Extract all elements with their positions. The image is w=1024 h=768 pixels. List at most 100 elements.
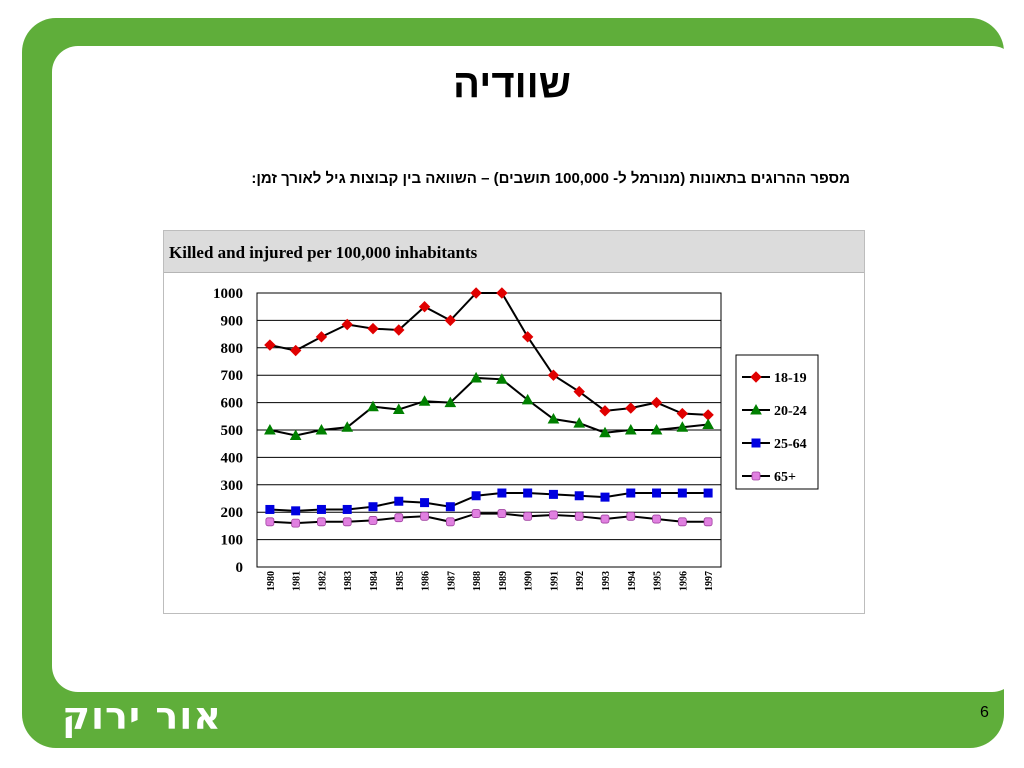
data-point-25-64 bbox=[600, 492, 610, 502]
data-point-18-19 bbox=[393, 324, 405, 336]
x-tick-label: 1995 bbox=[653, 571, 664, 591]
x-tick-label: 1987 bbox=[446, 571, 457, 591]
data-point-18-19 bbox=[599, 405, 611, 417]
data-point-18-19 bbox=[625, 402, 637, 414]
data-point-25-64 bbox=[574, 491, 584, 501]
y-tick-label: 800 bbox=[221, 341, 244, 357]
data-point-65+ bbox=[497, 509, 507, 518]
y-tick-label: 400 bbox=[221, 450, 244, 466]
x-tick-label: 1996 bbox=[678, 571, 689, 591]
data-point-65+ bbox=[342, 517, 352, 527]
x-tick-label: 1993 bbox=[601, 571, 612, 591]
data-point-25-64 bbox=[677, 488, 687, 498]
data-point-20-24 bbox=[624, 423, 637, 435]
data-point-20-24 bbox=[521, 393, 534, 405]
y-tick-label: 500 bbox=[221, 423, 244, 439]
data-point-18-19 bbox=[650, 396, 663, 409]
data-point-18-19 bbox=[315, 331, 328, 343]
data-point-25-64 bbox=[420, 498, 430, 508]
x-tick-label: 1985 bbox=[395, 571, 406, 591]
data-point-20-24 bbox=[650, 423, 663, 435]
y-tick-label: 100 bbox=[221, 533, 244, 549]
data-point-65+ bbox=[471, 509, 481, 518]
data-point-65+ bbox=[445, 517, 455, 527]
data-point-18-19 bbox=[264, 339, 276, 351]
chart-container: Killed and injured per 100,000 inhabitan… bbox=[163, 230, 865, 614]
x-tick-label: 1984 bbox=[369, 571, 380, 591]
x-tick-label: 1986 bbox=[421, 571, 432, 591]
data-point-20-24 bbox=[676, 421, 689, 432]
slide-subtitle: מספר ההרוגים בתאונות (מנורמל ל- 100,000 … bbox=[251, 170, 850, 187]
data-point-65+ bbox=[549, 510, 558, 520]
data-point-25-64 bbox=[394, 496, 404, 506]
data-point-20-24 bbox=[496, 373, 508, 384]
data-point-18-19 bbox=[521, 331, 534, 343]
data-point-18-19 bbox=[470, 287, 482, 299]
x-tick-label: 1990 bbox=[524, 571, 535, 591]
data-point-25-64 bbox=[652, 488, 662, 498]
data-point-65+ bbox=[317, 517, 326, 527]
y-tick-label: 900 bbox=[221, 313, 244, 329]
data-point-20-24 bbox=[547, 413, 560, 424]
data-point-20-24 bbox=[418, 395, 431, 406]
data-point-25-64 bbox=[626, 488, 636, 498]
x-tick-label: 1997 bbox=[704, 571, 715, 591]
data-point-20-24 bbox=[444, 396, 457, 408]
data-point-20-24 bbox=[470, 371, 482, 383]
data-point-18-19 bbox=[444, 314, 457, 327]
data-point-25-64 bbox=[291, 506, 301, 516]
data-point-20-24 bbox=[599, 426, 611, 438]
data-point-20-24 bbox=[289, 429, 302, 440]
y-tick-label: 1000 bbox=[213, 286, 243, 302]
data-point-65+ bbox=[394, 513, 404, 523]
legend-marker bbox=[750, 403, 762, 415]
data-point-25-64 bbox=[471, 491, 481, 501]
data-point-65+ bbox=[420, 511, 429, 521]
data-point-18-19 bbox=[418, 300, 431, 313]
chart-header: Killed and injured per 100,000 inhabitan… bbox=[164, 231, 864, 273]
chart-title: Killed and injured per 100,000 inhabitan… bbox=[169, 243, 478, 262]
data-point-25-64 bbox=[265, 504, 275, 514]
y-tick-label: 0 bbox=[236, 560, 244, 576]
data-point-25-64 bbox=[548, 489, 558, 499]
data-point-25-64 bbox=[497, 488, 507, 498]
legend-marker bbox=[750, 371, 762, 383]
data-point-65+ bbox=[677, 517, 687, 527]
data-point-65+ bbox=[626, 511, 636, 521]
data-point-20-24 bbox=[264, 423, 276, 435]
data-point-25-64 bbox=[368, 502, 378, 512]
data-point-65+ bbox=[523, 511, 533, 521]
data-point-65+ bbox=[574, 511, 584, 521]
data-point-25-64 bbox=[523, 488, 533, 498]
data-point-18-19 bbox=[289, 344, 302, 357]
x-tick-label: 1991 bbox=[549, 571, 560, 591]
data-point-65+ bbox=[265, 517, 275, 527]
data-point-18-19 bbox=[367, 322, 379, 335]
data-point-18-19 bbox=[341, 318, 353, 331]
legend-label: 18-19 bbox=[774, 371, 807, 386]
slide-title: שוודיה bbox=[453, 62, 571, 106]
legend-label: 65+ bbox=[774, 470, 796, 485]
y-tick-label: 700 bbox=[221, 368, 244, 384]
line-chart: 0 100 200 300 400 500 600 700 800 900 1000 1980 1981… bbox=[213, 286, 819, 591]
data-point-18-19 bbox=[496, 287, 508, 299]
legend-marker bbox=[751, 471, 761, 481]
brand-logo-text: אור ירוק bbox=[62, 694, 222, 738]
data-point-65+ bbox=[600, 514, 610, 524]
data-point-25-64 bbox=[445, 502, 455, 512]
data-point-25-64 bbox=[342, 504, 352, 514]
data-point-65+ bbox=[368, 516, 378, 525]
y-tick-label: 200 bbox=[221, 505, 244, 521]
data-point-20-24 bbox=[367, 400, 379, 412]
data-point-20-24 bbox=[702, 418, 714, 430]
x-tick-label: 1981 bbox=[292, 571, 303, 591]
data-point-18-19 bbox=[547, 369, 560, 381]
x-tick-label: 1989 bbox=[498, 571, 509, 591]
data-point-18-19 bbox=[676, 407, 689, 420]
x-tick-label: 1982 bbox=[317, 571, 328, 591]
page-number: 6 bbox=[980, 704, 989, 721]
y-tick-label: 300 bbox=[221, 478, 244, 494]
legend-marker bbox=[751, 438, 761, 448]
data-point-25-64 bbox=[703, 488, 713, 498]
data-point-20-24 bbox=[392, 403, 405, 414]
